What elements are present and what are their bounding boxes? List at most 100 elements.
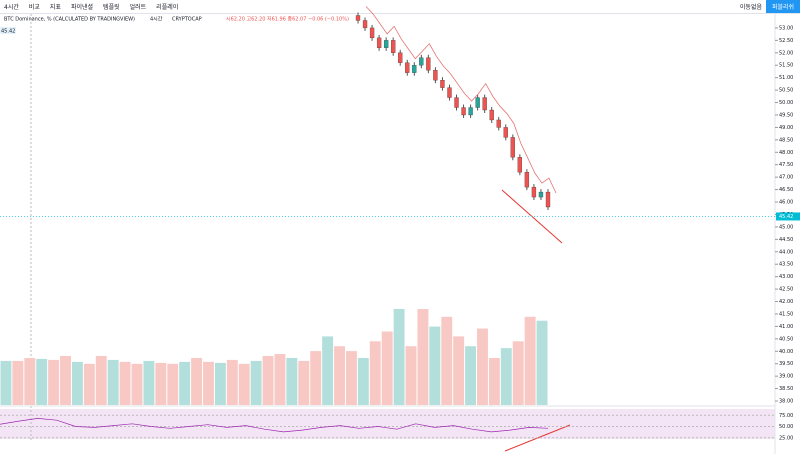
legend-interval: 4시간 (150, 16, 163, 23)
candle (538, 191, 544, 198)
last-price-label: 45.42 (779, 214, 793, 220)
templates-button[interactable]: 템플릿 (103, 4, 120, 11)
y-tick-label: 47.00 (779, 175, 793, 181)
replay-button[interactable]: 리플레이 (156, 4, 179, 11)
volume-bar (286, 357, 298, 405)
volume-bar (357, 357, 369, 405)
rsi-tick-label: 75.00 (779, 413, 793, 419)
indicators-button[interactable]: 지표 (49, 4, 61, 11)
volume-bar (310, 351, 322, 405)
volume-bar (536, 320, 548, 405)
y-tick-label: 49.50 (779, 112, 793, 118)
candle (447, 87, 452, 98)
candle (454, 97, 459, 108)
volume-bar (107, 359, 119, 405)
y-tick-label: 52.50 (779, 38, 793, 44)
y-tick-label: 44.50 (779, 237, 793, 243)
y-tick-label: 51.00 (779, 75, 793, 81)
volume-bar (381, 331, 393, 405)
volume-bar (369, 341, 381, 405)
candle (398, 52, 403, 63)
volume-bar (488, 357, 500, 405)
volume-bar (345, 351, 357, 405)
candle (510, 137, 515, 158)
volume-bar (524, 316, 536, 405)
volume-bar (71, 361, 83, 405)
y-tick-label: 50.00 (779, 100, 793, 106)
candle (503, 127, 508, 138)
candle (531, 186, 537, 198)
candle (383, 40, 389, 48)
volume-bar (226, 359, 238, 405)
y-tick-label: 43.00 (779, 274, 793, 280)
volume-bar (298, 360, 310, 405)
alert-button[interactable]: 얼러트 (129, 4, 147, 11)
volume-bar (334, 346, 345, 405)
volume-bar (60, 356, 71, 405)
volume-bar (405, 346, 417, 405)
volume-bar (119, 361, 131, 405)
layout-button[interactable]: 이동없음 (739, 4, 762, 11)
volume-bar (441, 316, 453, 405)
y-tick-label: 52.00 (779, 50, 793, 56)
candle (545, 191, 551, 208)
volume-bar (24, 357, 36, 405)
y-tick-label: 46.00 (779, 200, 793, 206)
volume-bar (131, 363, 143, 405)
volume-bar (155, 362, 167, 405)
volume-bar (48, 359, 60, 405)
y-tick-label: 39.50 (779, 361, 793, 367)
rsi-tick-label: 25.00 (779, 435, 793, 441)
volume-bar (465, 346, 477, 405)
toolbar: 4시간 비교 지표 파이낸셜 템플릿 얼러트 리플레이 (0, 0, 800, 14)
volume-bar (95, 356, 107, 405)
volume-bar (477, 328, 488, 405)
volume-bar (203, 361, 214, 405)
legend-exchange: CRYPTOCAP (172, 17, 202, 23)
interval-button[interactable]: 4시간 (4, 4, 19, 11)
volume-bar (250, 360, 262, 405)
y-tick-label: 48.50 (779, 137, 793, 143)
volume-bar (83, 363, 95, 405)
price-line (365, 6, 557, 194)
candle (489, 109, 494, 121)
volume-bar (453, 336, 465, 405)
y-tick-label: 51.50 (779, 63, 793, 69)
y-tick-label: 45.00 (779, 224, 793, 230)
volume-bar (274, 354, 286, 405)
candle (391, 40, 396, 53)
candle (482, 97, 487, 111)
volume-bar (500, 348, 512, 405)
volume-bar (262, 356, 274, 405)
y-tick-label: 40.50 (779, 336, 793, 342)
volume-bar (36, 358, 48, 405)
financials-button[interactable]: 파이낸셜 (70, 4, 94, 11)
y-tick-label: 41.50 (779, 311, 793, 317)
price-chip (0, 27, 16, 34)
volume-bar (417, 308, 429, 405)
publish-button[interactable]: 퍼블리쉬 (766, 0, 800, 13)
rsi-line (0, 418, 549, 433)
legend-symbol: BTC Dominance, % (CALCULATED BY TRADINGV… (4, 17, 135, 23)
price-chip-text: 45.42 (1, 29, 15, 35)
legend-ohlc: 시62.20 고62.20 저61.96 종62.07 −0.06 (−0.10… (226, 16, 349, 23)
volume-bar (167, 363, 179, 405)
compare-button[interactable]: 비교 (28, 4, 40, 11)
volume-bar (512, 341, 524, 405)
candle (475, 97, 480, 108)
last-price-box (776, 212, 800, 221)
candle (362, 20, 368, 29)
candle (376, 37, 382, 48)
volume-bar (393, 308, 405, 405)
candle (461, 107, 466, 116)
candle (369, 27, 375, 39)
candle (355, 15, 361, 21)
volume-bar (191, 357, 203, 405)
candle (517, 157, 523, 173)
y-tick-label: 41.00 (779, 324, 793, 330)
candle (524, 172, 530, 188)
candle (426, 57, 431, 71)
volume-bar (238, 363, 250, 405)
